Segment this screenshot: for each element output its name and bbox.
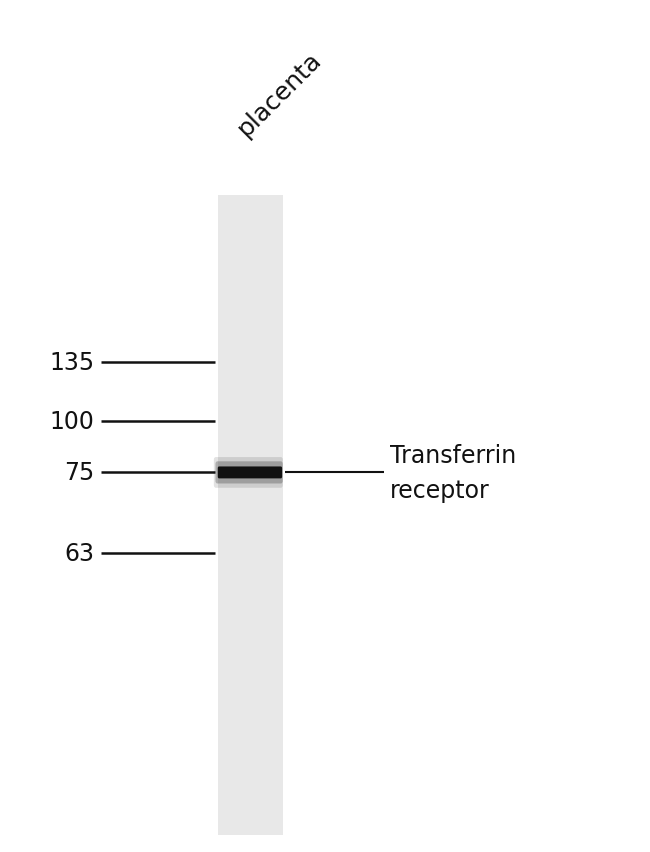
- Bar: [218, 196, 283, 835]
- Text: placenta: placenta: [233, 47, 327, 141]
- FancyBboxPatch shape: [214, 458, 283, 488]
- FancyBboxPatch shape: [218, 467, 282, 479]
- Text: Transferrin: Transferrin: [390, 443, 516, 467]
- FancyBboxPatch shape: [216, 462, 283, 484]
- Text: receptor: receptor: [390, 479, 489, 503]
- Text: 100: 100: [49, 410, 94, 434]
- Text: 75: 75: [64, 461, 94, 485]
- Text: 63: 63: [64, 542, 94, 566]
- Text: 135: 135: [49, 350, 94, 374]
